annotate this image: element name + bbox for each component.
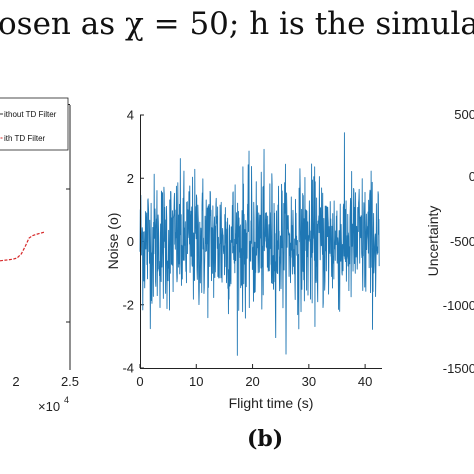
noise-x-tick-label: 40 bbox=[358, 374, 372, 389]
uncertainty-ytick-m1000: -1000 bbox=[443, 298, 474, 313]
noise-y-tick-label: -4 bbox=[122, 361, 134, 376]
noise-x-label: Flight time (s) bbox=[229, 395, 314, 411]
uncertainty-ytick-m1500: -1500 bbox=[443, 361, 474, 376]
left-xtick-2-5: 2.5 bbox=[61, 374, 79, 389]
left-series-with-td-filter bbox=[0, 231, 45, 262]
noise-y-tick-labels: -4 -2 0 2 4 bbox=[122, 108, 134, 376]
noise-y-label: Noise (o) bbox=[105, 213, 121, 270]
legend-label-2: ith TD Filter bbox=[4, 134, 46, 143]
uncertainty-y-label: Uncertainty bbox=[425, 206, 441, 277]
noise-x-tick-label: 0 bbox=[136, 374, 143, 389]
left-chart: ithout TD Filter ith TD Filter 2 2.5 ×10… bbox=[0, 97, 79, 414]
left-xtick-2: 2 bbox=[12, 374, 19, 389]
noise-y-tick-label: 0 bbox=[127, 234, 134, 249]
uncertainty-chart: 500 0 -500 -1000 -1500 Uncertainty bbox=[425, 107, 474, 376]
noise-x-tick-label: 30 bbox=[302, 374, 316, 389]
uncertainty-ytick-500: 500 bbox=[454, 107, 474, 122]
noise-chart: 0 10 20 30 40 -4 -2 0 2 4 Flight time (s) Noise … bbox=[105, 108, 382, 411]
noise-y-tick-label: -2 bbox=[122, 297, 134, 312]
legend-box bbox=[0, 97, 69, 151]
uncertainty-ytick-0: 0 bbox=[469, 169, 474, 184]
uncertainty-ytick-m500: -500 bbox=[450, 234, 474, 249]
noise-series bbox=[139, 132, 380, 356]
noise-y-tick-label: 4 bbox=[127, 108, 134, 123]
caption-fragment: osen as χ = 50; h is the simulation time bbox=[0, 6, 474, 42]
noise-y-tick-label: 2 bbox=[127, 171, 134, 186]
left-x-multiplier-exp: 4 bbox=[64, 395, 69, 405]
legend-label-1: ithout TD Filter bbox=[4, 110, 57, 119]
panel-label: (b) bbox=[247, 426, 283, 452]
noise-x-tick-label: 10 bbox=[189, 374, 203, 389]
left-x-multiplier: ×10 bbox=[38, 399, 60, 414]
noise-x-tick-label: 20 bbox=[245, 374, 259, 389]
noise-x-tick-labels: 0 10 20 30 40 bbox=[136, 374, 372, 389]
left-legend: ithout TD Filter ith TD Filter bbox=[0, 97, 69, 151]
